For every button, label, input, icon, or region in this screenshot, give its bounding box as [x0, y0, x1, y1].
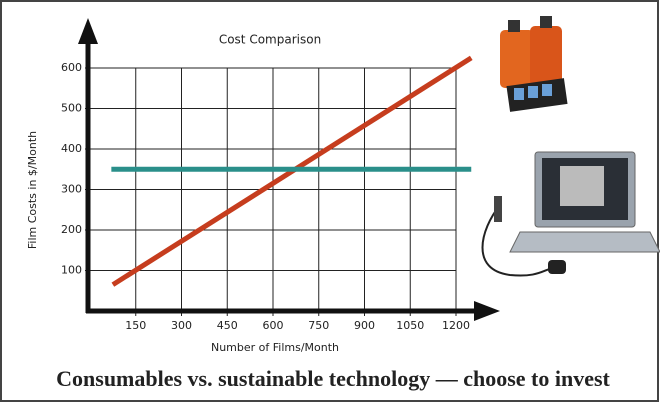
x-tick-label: 150 — [125, 319, 146, 332]
y-tick-label: 300 — [61, 183, 82, 196]
y-tick-label: 500 — [61, 102, 82, 115]
y-tick-label: 400 — [61, 142, 82, 155]
y-tick-label: 100 — [61, 264, 82, 277]
x-tick-label: 300 — [171, 319, 192, 332]
chart: Cost Comparison Film Costs in $/Month Nu… — [0, 0, 660, 403]
y-axis-label: Film Costs in $/Month — [26, 131, 39, 249]
y-tick-label: 600 — [61, 61, 82, 74]
caption: Consumables vs. sustainable technology —… — [56, 366, 610, 391]
x-axis-label: Number of Films/Month — [211, 341, 339, 354]
x-tick-label: 600 — [263, 319, 284, 332]
x-tick-label: 900 — [354, 319, 375, 332]
x-tick-label: 1050 — [396, 319, 424, 332]
chart-title: Cost Comparison — [219, 33, 321, 47]
x-tick-label: 750 — [308, 319, 329, 332]
y-tick-label: 200 — [61, 223, 82, 236]
x-tick-label: 1200 — [442, 319, 470, 332]
x-tick-label: 450 — [217, 319, 238, 332]
chemical-bottles — [500, 16, 568, 112]
